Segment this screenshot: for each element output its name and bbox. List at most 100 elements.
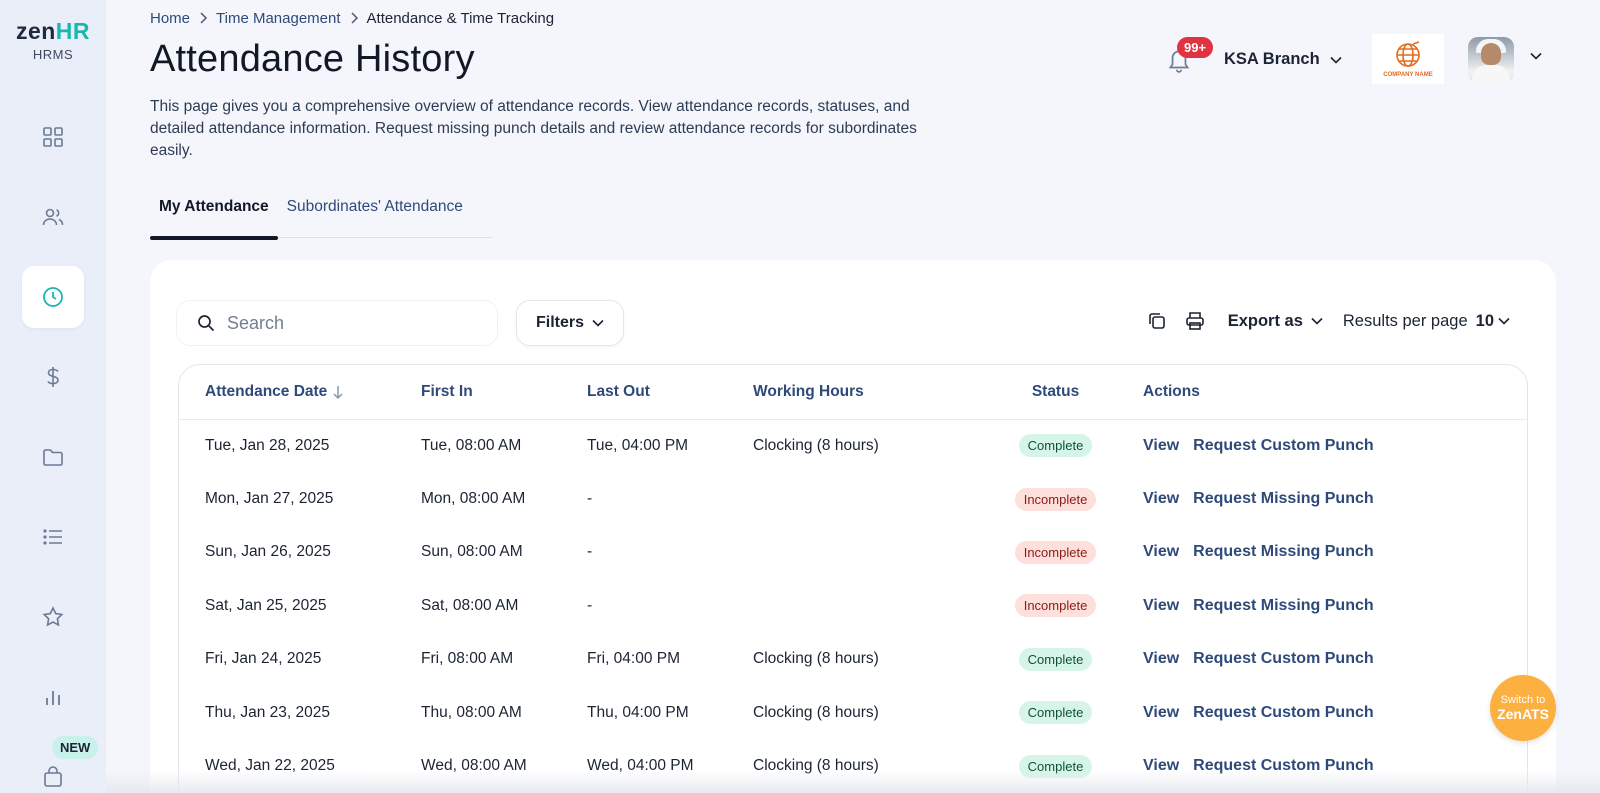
cell-last-out: Fri, 04:00 PM bbox=[587, 650, 681, 668]
cell-working-hours: Clocking (8 hours) bbox=[753, 757, 879, 775]
cell-status: Complete bbox=[968, 686, 1143, 739]
status-badge: Complete bbox=[1018, 647, 1093, 671]
export-dropdown[interactable]: Export as bbox=[1228, 312, 1323, 331]
sidebar-item-requests[interactable] bbox=[22, 506, 84, 568]
sidebar-item-performance[interactable] bbox=[22, 586, 84, 648]
cell-actions: View Request Custom Punch bbox=[1143, 686, 1527, 739]
cell-status: Complete bbox=[968, 419, 1143, 472]
view-link[interactable]: View bbox=[1143, 596, 1180, 614]
sidebar-item-people[interactable] bbox=[22, 186, 84, 248]
cell-attendance-date: Thu, Jan 23, 2025 bbox=[205, 703, 330, 721]
table-row: Sat, Jan 25, 2025 Sat, 08:00 AM - Incomp… bbox=[179, 579, 1527, 632]
breadcrumb-home[interactable]: Home bbox=[150, 10, 191, 27]
page-title: Attendance History bbox=[150, 38, 475, 80]
filters-button[interactable]: Filters bbox=[516, 300, 624, 346]
switch-to-zenats-button[interactable]: Switch to ZenATS bbox=[1490, 675, 1556, 741]
cell-actions: View Request Custom Punch bbox=[1143, 633, 1527, 686]
sidebar-item-store[interactable] bbox=[22, 746, 84, 793]
tab-my-attendance[interactable]: My Attendance bbox=[150, 190, 278, 240]
cell-first-in: Fri, 08:00 AM bbox=[421, 650, 514, 668]
results-per-page-value: 10 bbox=[1475, 311, 1494, 330]
cell-working-hours: Clocking (8 hours) bbox=[753, 703, 879, 721]
request-punch-link[interactable]: Request Custom Punch bbox=[1193, 436, 1374, 454]
table-header-row: Attendance Date First In Last Out Workin… bbox=[179, 365, 1527, 420]
shopping-bag-icon bbox=[44, 766, 62, 787]
app-logo[interactable]: zenHR HRMS bbox=[0, 18, 106, 62]
print-button[interactable] bbox=[1184, 310, 1206, 332]
request-punch-link[interactable]: Request Missing Punch bbox=[1193, 490, 1374, 508]
sidebar-item-reports[interactable] bbox=[22, 666, 84, 728]
cell-actions: View Request Custom Punch bbox=[1143, 739, 1527, 792]
table-row: Wed, Jan 22, 2025 Wed, 08:00 AM Wed, 04:… bbox=[179, 739, 1527, 792]
folder-icon bbox=[43, 449, 63, 466]
attendance-table-container: Attendance Date First In Last Out Workin… bbox=[178, 364, 1528, 793]
results-per-page: Results per page 10 bbox=[1343, 312, 1510, 331]
cell-actions: View Request Missing Punch bbox=[1143, 472, 1527, 525]
request-punch-link[interactable]: Request Missing Punch bbox=[1193, 596, 1374, 614]
chevron-down-icon bbox=[592, 319, 604, 327]
sort-arrow-down-icon bbox=[333, 385, 343, 399]
view-link[interactable]: View bbox=[1143, 436, 1180, 454]
attendance-card: Filters Export as Results per page 10 At… bbox=[150, 260, 1556, 793]
status-badge: Incomplete bbox=[1014, 540, 1097, 564]
request-punch-link[interactable]: Request Missing Punch bbox=[1193, 543, 1374, 561]
branch-selector[interactable]: KSA Branch bbox=[1224, 50, 1342, 69]
view-link[interactable]: View bbox=[1143, 757, 1180, 775]
cell-working-hours bbox=[753, 472, 968, 525]
cell-attendance-date: Wed, Jan 22, 2025 bbox=[205, 757, 335, 775]
chevron-down-icon[interactable] bbox=[1530, 52, 1542, 60]
cell-first-in: Tue, 08:00 AM bbox=[421, 436, 522, 454]
table-row: Sun, Jan 26, 2025 Sun, 08:00 AM - Incomp… bbox=[179, 526, 1527, 579]
view-link[interactable]: View bbox=[1143, 490, 1180, 508]
cell-last-out: - bbox=[587, 490, 593, 508]
cell-last-out: - bbox=[587, 596, 593, 614]
sidebar: zenHR HRMS NEW bbox=[0, 0, 106, 793]
branch-label: KSA Branch bbox=[1224, 50, 1320, 68]
status-badge: Incomplete bbox=[1014, 487, 1097, 511]
search-input[interactable] bbox=[227, 312, 467, 334]
dollar-icon bbox=[47, 367, 59, 387]
copy-button[interactable] bbox=[1146, 310, 1168, 332]
user-avatar[interactable] bbox=[1468, 37, 1514, 83]
chevron-down-icon bbox=[1311, 317, 1323, 325]
sidebar-item-dashboard[interactable] bbox=[22, 106, 84, 168]
cell-first-in: Mon, 08:00 AM bbox=[421, 490, 526, 508]
sidebar-item-documents[interactable] bbox=[22, 426, 84, 488]
table-body: Tue, Jan 28, 2025 Tue, 08:00 AM Tue, 04:… bbox=[179, 419, 1527, 793]
table-row: Tue, Jan 28, 2025 Tue, 08:00 AM Tue, 04:… bbox=[179, 419, 1527, 472]
view-link[interactable]: View bbox=[1143, 650, 1180, 668]
request-punch-link[interactable]: Request Custom Punch bbox=[1193, 650, 1374, 668]
cell-first-in: Thu, 08:00 AM bbox=[421, 703, 522, 721]
view-link[interactable]: View bbox=[1143, 703, 1180, 721]
dashboard-icon bbox=[43, 127, 63, 147]
sidebar-item-time[interactable] bbox=[22, 266, 84, 328]
cell-last-out: Tue, 04:00 PM bbox=[587, 436, 689, 454]
filters-label: Filters bbox=[535, 314, 584, 331]
view-link[interactable]: View bbox=[1143, 543, 1180, 561]
brand-name: zen bbox=[15, 18, 56, 44]
column-label: Attendance Date bbox=[205, 382, 328, 400]
status-badge: Complete bbox=[1018, 701, 1093, 725]
request-punch-link[interactable]: Request Custom Punch bbox=[1193, 757, 1374, 775]
export-label: Export as bbox=[1227, 311, 1303, 330]
cell-attendance-date: Mon, Jan 27, 2025 bbox=[205, 490, 334, 508]
notification-count-badge: 99+ bbox=[1177, 37, 1214, 58]
new-badge: NEW bbox=[52, 736, 99, 759]
column-header-actions: Actions bbox=[1143, 365, 1527, 420]
cell-attendance-date: Tue, Jan 28, 2025 bbox=[205, 436, 330, 454]
tab-subordinates-attendance[interactable]: Subordinates' Attendance bbox=[286, 198, 463, 215]
column-header-attendance-date[interactable]: Attendance Date bbox=[179, 365, 421, 420]
table-row: Thu, Jan 23, 2025 Thu, 08:00 AM Thu, 04:… bbox=[179, 686, 1527, 739]
cell-first-in: Sun, 08:00 AM bbox=[421, 543, 523, 561]
sidebar-item-payroll[interactable] bbox=[22, 346, 84, 408]
people-icon bbox=[42, 208, 64, 226]
results-per-page-label: Results per page bbox=[1342, 311, 1468, 330]
request-punch-link[interactable]: Request Custom Punch bbox=[1193, 703, 1374, 721]
list-icon bbox=[43, 529, 62, 545]
cell-last-out: Thu, 04:00 PM bbox=[587, 703, 689, 721]
search-box[interactable] bbox=[176, 300, 498, 346]
results-per-page-select[interactable]: 10 bbox=[1476, 312, 1510, 331]
cell-working-hours bbox=[753, 526, 968, 579]
breadcrumb-time-management[interactable]: Time Management bbox=[216, 10, 341, 27]
brand-accent: HR bbox=[55, 18, 91, 44]
